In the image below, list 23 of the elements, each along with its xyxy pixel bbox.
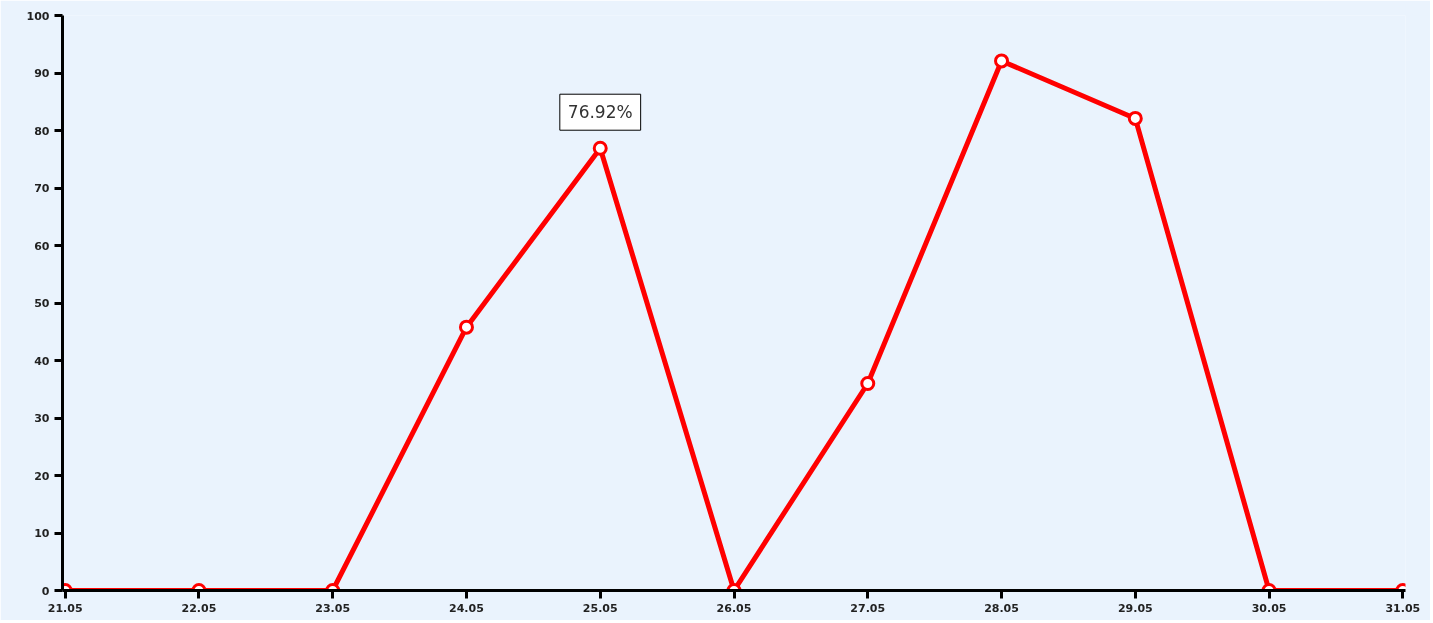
y-tick-label: 80 — [34, 124, 50, 138]
y-tick-label: 30 — [34, 412, 50, 425]
x-tick-label: 30.05 — [1251, 601, 1287, 615]
y-tick-label: 70 — [34, 182, 50, 195]
x-tick-label: 31.05 — [1385, 601, 1421, 615]
x-tick-label: 21.05 — [47, 601, 83, 615]
y-tick-label: 40 — [34, 354, 50, 368]
x-tick-label: 28.05 — [984, 601, 1019, 615]
x-tick-label: 27.05 — [850, 601, 886, 615]
annotation: 76.92% — [567, 102, 633, 123]
y-tick-label: 100 — [26, 9, 50, 23]
y-tick-label: 10 — [34, 527, 50, 540]
y-tick-label: 50 — [34, 297, 50, 310]
y-tick-label: 60 — [34, 239, 50, 253]
y-tick-label: 0 — [41, 584, 50, 598]
y-tick-label: 90 — [34, 67, 50, 80]
x-tick-label: 23.05 — [315, 601, 351, 615]
x-tick-label: 22.05 — [181, 601, 217, 615]
x-tick-label: 29.05 — [1117, 601, 1153, 615]
y-tick-label: 20 — [34, 469, 50, 483]
x-tick-label: 24.05 — [449, 601, 484, 615]
x-tick-label: 25.05 — [582, 601, 618, 615]
x-tick-label: 26.05 — [716, 601, 752, 615]
